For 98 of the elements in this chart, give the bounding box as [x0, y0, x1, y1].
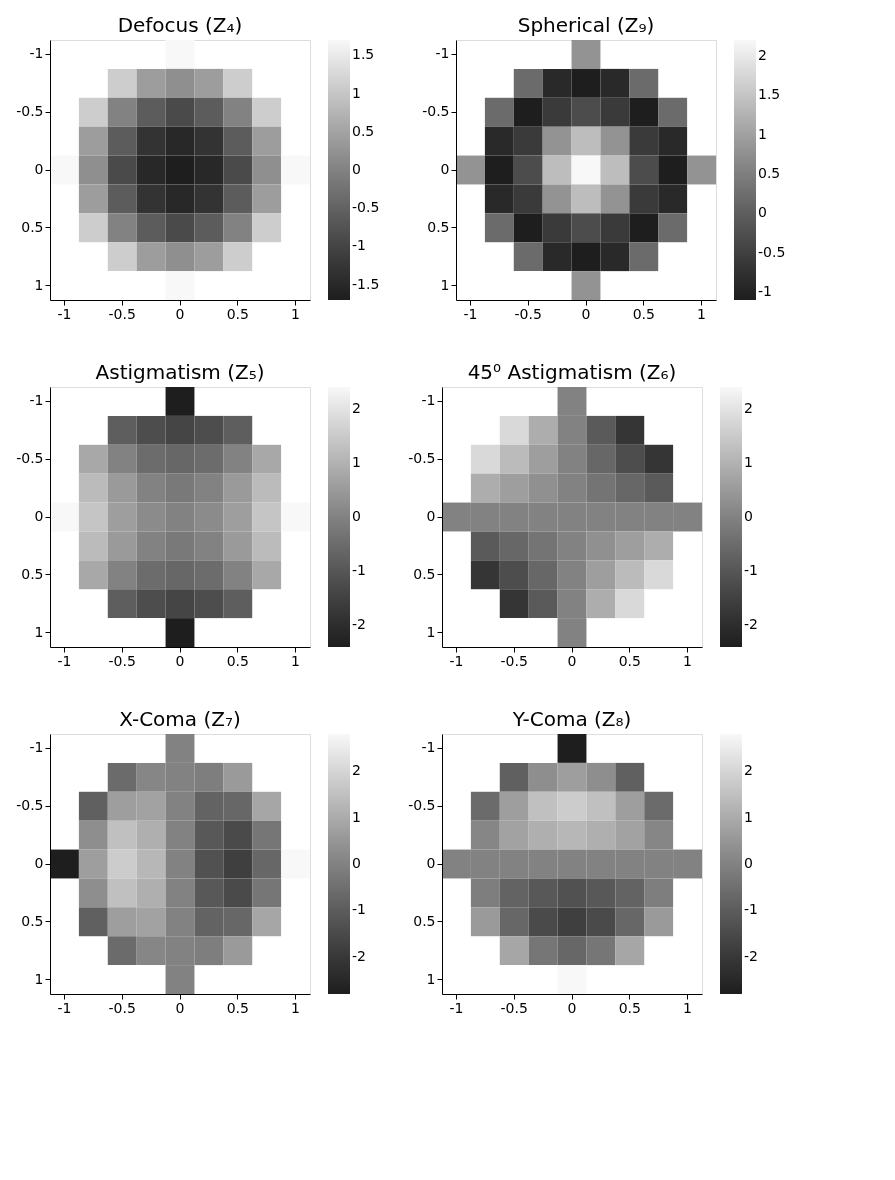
color-bar-label: 2 — [352, 399, 361, 416]
x-tick-label: 0.5 — [618, 999, 641, 1016]
y-tick-label: -0.5 — [16, 797, 44, 814]
x-tick-label: 1 — [291, 999, 301, 1016]
y-tick-label: 0.5 — [21, 218, 44, 235]
y-tick-label: -0.5 — [408, 450, 436, 467]
y-tick-label: 1 — [34, 276, 44, 293]
x-tick-label: -0.5 — [108, 652, 136, 669]
color-bar-label: -2 — [744, 947, 758, 964]
x-tick-label: 0 — [175, 652, 185, 669]
color-bar-label: 0 — [744, 855, 753, 871]
y-tick-label: 0 — [426, 508, 436, 524]
color-bar-label: -1 — [744, 562, 758, 579]
color-bar-label: 2 — [758, 46, 767, 63]
y-tick-label: -1 — [29, 392, 44, 409]
color-bar-label: -1 — [744, 901, 758, 918]
chart-title: Y-Coma (Z₈) — [511, 707, 632, 731]
y-tick-label: 1 — [34, 970, 44, 987]
color-bar-label: 0 — [744, 508, 753, 524]
y-tick-label: -1 — [435, 45, 450, 62]
color-bar-label: -1.5 — [352, 275, 380, 292]
y-tick-label: 0.5 — [21, 565, 44, 582]
chart-title: Astigmatism (Z₅) — [95, 360, 265, 384]
y-tick-label: 0 — [34, 508, 44, 524]
x-tick-label: 0 — [175, 999, 185, 1016]
y-tick-label: 1 — [440, 276, 450, 293]
color-bar-label: -2 — [352, 616, 366, 633]
x-tick-label: 0.5 — [226, 999, 249, 1016]
y-tick-label: -0.5 — [16, 103, 44, 120]
x-tick-label: -0.5 — [108, 999, 136, 1016]
y-tick-label: -0.5 — [408, 797, 436, 814]
x-tick-label: -0.5 — [108, 305, 136, 322]
color-bar-label: 0.5 — [758, 164, 781, 181]
x-tick-label: 0.5 — [226, 652, 249, 669]
color-bar-label: -0.5 — [352, 199, 380, 216]
x-tick-label: 0.5 — [632, 305, 655, 322]
chart-title: Spherical (Z₉) — [517, 13, 655, 37]
x-tick-label: -0.5 — [500, 999, 528, 1016]
color-bar-label: 1.5 — [758, 86, 781, 103]
color-bar-label: 0 — [352, 161, 361, 177]
x-tick-label: 0.5 — [618, 652, 641, 669]
x-tick-label: 0 — [175, 305, 185, 322]
y-tick-label: 1 — [426, 623, 436, 640]
x-tick-label: 0 — [567, 999, 577, 1016]
chart-title: Defocus (Z₄) — [117, 13, 243, 37]
color-bar-label: -2 — [744, 616, 758, 633]
y-tick-label: 1 — [426, 970, 436, 987]
y-tick-label: 0 — [426, 855, 436, 871]
chart-title: 45⁰ Astigmatism (Z₆) — [467, 360, 677, 384]
x-tick-label: 1 — [683, 999, 693, 1016]
color-bar-label: 1 — [352, 808, 361, 825]
x-tick-label: 1 — [683, 652, 693, 669]
color-bar-label: 1 — [352, 84, 361, 101]
color-bar-label: 1 — [744, 808, 753, 825]
x-tick-label: 1 — [291, 652, 301, 669]
color-bar-label: -1 — [758, 283, 772, 300]
x-tick-label: 1 — [291, 305, 301, 322]
x-tick-label: -1 — [463, 305, 478, 322]
color-bar-label: 1 — [744, 453, 753, 470]
y-tick-label: 0.5 — [427, 218, 450, 235]
color-bar-label: 1.5 — [352, 46, 375, 63]
color-bar-label: -1 — [352, 237, 366, 254]
color-bar-label: 1 — [758, 125, 767, 142]
y-tick-label: 0.5 — [413, 565, 436, 582]
color-bar-label: 2 — [744, 762, 753, 779]
y-tick-label: -0.5 — [422, 103, 450, 120]
y-tick-label: -0.5 — [16, 450, 44, 467]
y-tick-label: 0 — [440, 161, 450, 177]
y-tick-label: 1 — [34, 623, 44, 640]
x-tick-label: -1 — [57, 999, 72, 1016]
color-bar-label: -0.5 — [758, 243, 786, 260]
color-bar-label: -2 — [352, 947, 366, 964]
color-bar-label: 2 — [352, 762, 361, 779]
x-tick-label: 0 — [567, 652, 577, 669]
color-bar-label: 1 — [352, 453, 361, 470]
y-tick-label: 0.5 — [21, 912, 44, 929]
y-tick-label: -1 — [421, 739, 436, 756]
y-tick-label: -1 — [421, 392, 436, 409]
color-bar-label: -1 — [352, 901, 366, 918]
color-bar-label: 0 — [352, 855, 361, 871]
y-tick-label: 0 — [34, 855, 44, 871]
y-tick-label: 0.5 — [413, 912, 436, 929]
x-tick-label: 0.5 — [226, 305, 249, 322]
y-tick-label: -1 — [29, 739, 44, 756]
x-tick-label: 0 — [581, 305, 591, 322]
y-tick-label: 0 — [34, 161, 44, 177]
x-tick-label: -0.5 — [500, 652, 528, 669]
x-tick-label: -0.5 — [514, 305, 542, 322]
color-bar-label: -1 — [352, 562, 366, 579]
color-bar-label: 0 — [758, 204, 767, 221]
color-bar-label: 0.5 — [352, 122, 375, 139]
chart-title: X-Coma (Z₇) — [119, 707, 241, 731]
x-tick-label: -1 — [57, 305, 72, 322]
y-tick-label: -1 — [29, 45, 44, 62]
x-tick-label: 1 — [697, 305, 707, 322]
color-bar-label: 0 — [352, 508, 361, 524]
color-bar-label: 2 — [744, 399, 753, 416]
x-tick-label: -1 — [57, 652, 72, 669]
